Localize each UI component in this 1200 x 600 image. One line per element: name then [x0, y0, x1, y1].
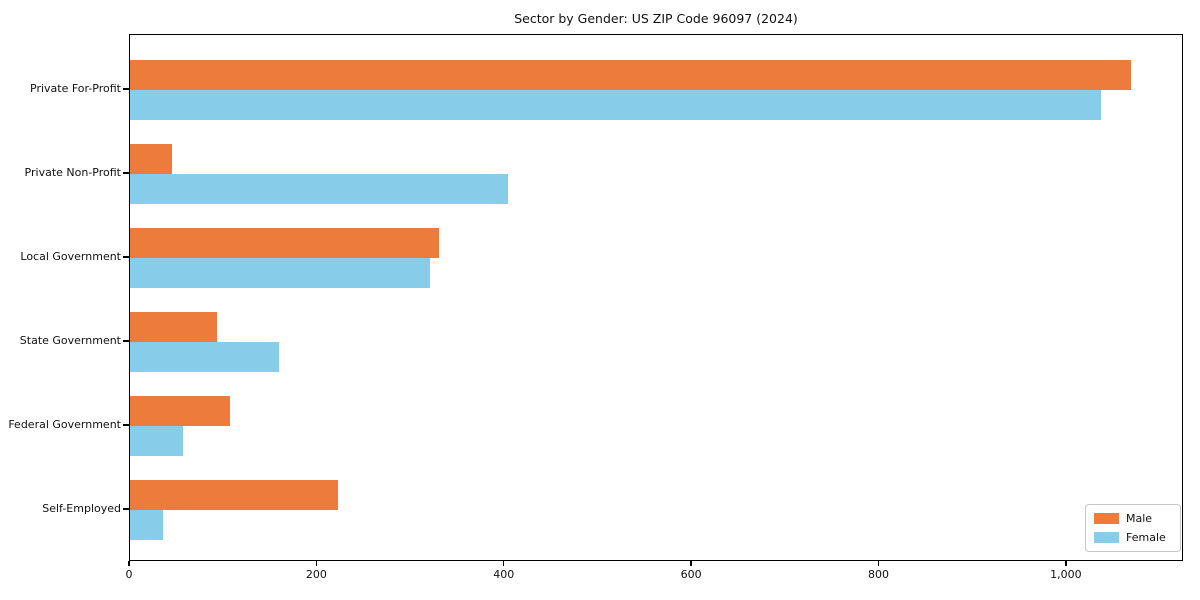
y-axis-label: Local Government [20, 250, 121, 263]
x-axis-tick-label: 600 [680, 568, 702, 581]
y-axis-tick-mark [123, 256, 129, 258]
x-axis-tick-label: 800 [868, 568, 889, 581]
x-axis-tick-label: 200 [305, 568, 327, 581]
bar-female-0 [130, 90, 1101, 120]
y-axis-label: State Government [19, 334, 121, 347]
bar-male-1 [130, 144, 173, 174]
x-axis-tick-mark [315, 561, 318, 566]
legend-swatch-male [1094, 513, 1119, 524]
plot-area [129, 34, 1183, 561]
y-axis-tick-mark [123, 340, 129, 342]
x-axis-tick-mark [128, 561, 130, 566]
bar-female-1 [130, 174, 508, 204]
bar-male-2 [130, 228, 439, 258]
bar-male-5 [130, 480, 338, 510]
y-axis-tick-mark [123, 172, 129, 174]
legend-label: Male [1126, 512, 1153, 525]
y-axis-label: Private Non-Profit [24, 166, 121, 179]
legend-item-male: Male [1094, 512, 1172, 525]
bar-male-4 [130, 396, 231, 426]
chart-title: Sector by Gender: US ZIP Code 96097 (202… [514, 11, 798, 26]
x-axis-tick-mark [877, 561, 880, 566]
y-axis-label: Private For-Profit [30, 82, 121, 95]
legend: Male Female [1085, 504, 1181, 552]
bar-female-5 [130, 510, 163, 540]
x-axis-tick-label: 1,000 [1050, 568, 1082, 581]
legend-swatch-female [1094, 532, 1119, 543]
x-axis-tick-label: 400 [493, 568, 515, 581]
x-axis-tick-mark [503, 561, 505, 566]
x-axis-tick-label: 0 [125, 568, 133, 581]
y-axis-label: Federal Government [8, 418, 121, 431]
y-axis-tick-mark [123, 424, 129, 426]
legend-label: Female [1126, 531, 1166, 544]
x-axis-tick-mark [690, 561, 692, 566]
y-axis-tick-mark [123, 508, 129, 510]
bar-female-3 [130, 342, 279, 372]
x-axis-tick-mark [1065, 561, 1067, 566]
y-axis-tick-mark [123, 88, 129, 90]
bar-male-3 [130, 312, 217, 342]
bar-female-2 [130, 258, 431, 288]
bar-male-0 [130, 60, 1131, 90]
bar-female-4 [130, 426, 184, 456]
y-axis-label: Self-Employed [42, 502, 121, 515]
legend-item-female: Female [1094, 531, 1172, 544]
